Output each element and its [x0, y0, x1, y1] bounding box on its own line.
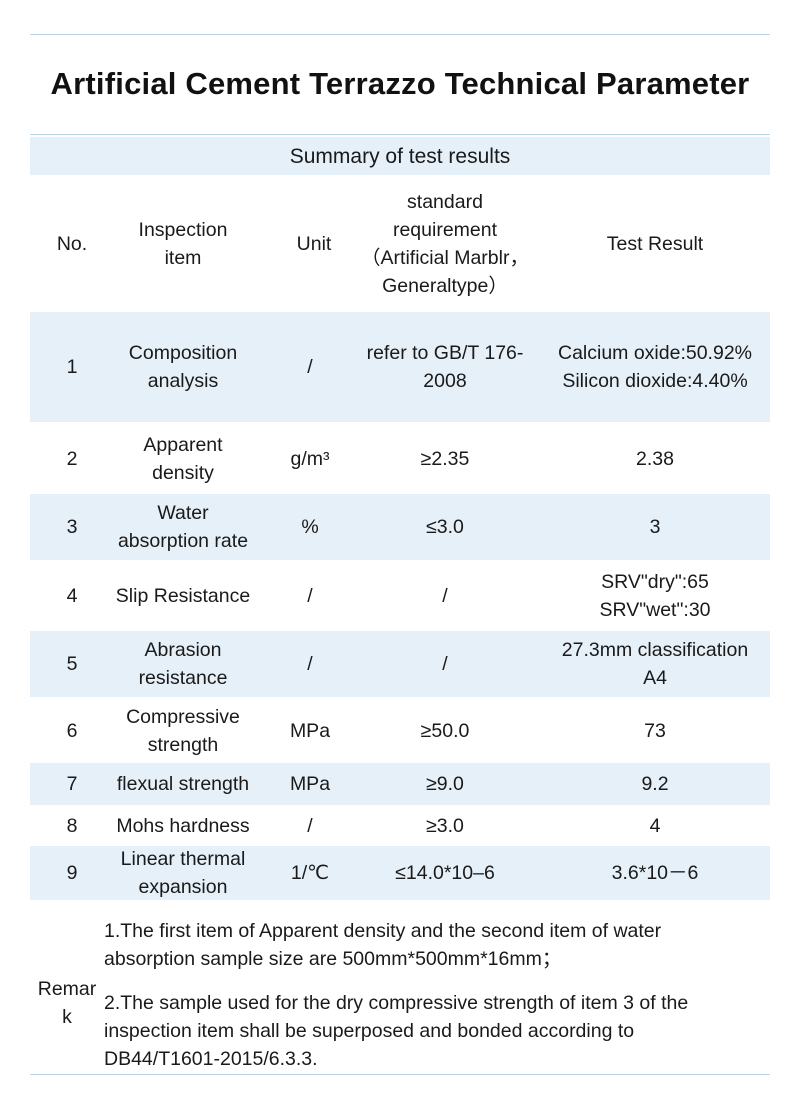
row-6-no: 6 [66, 720, 78, 742]
row-8-result: 4 [649, 814, 661, 837]
row-1-std: refer to GB/T 176- 2008 [342, 312, 548, 422]
row-3-item-line: Water [157, 502, 209, 524]
row-9-std: ≤14.0*10–6 [395, 862, 495, 884]
row-3-std: ≤3.0 [426, 516, 464, 538]
row-6-item-line: Compressive [126, 706, 240, 728]
row-1-result: Calcium oxide:50.92% Silicon dioxide:4.4… [540, 312, 770, 422]
row-4-std: / [442, 585, 448, 607]
row-7-std: ≥9.0 [426, 773, 464, 795]
row-6-unit: MPa [289, 720, 331, 742]
row-8-std: ≥3.0 [426, 814, 464, 837]
row-8-no: 8 [66, 814, 78, 837]
row-band-7 [30, 763, 770, 805]
row-6-std: ≥50.0 [420, 720, 470, 742]
row-band-3 [30, 494, 770, 560]
row-4-unit: / [307, 585, 313, 607]
row-1-item-line: analysis [147, 370, 219, 392]
header-standard-requirement: standard requirement （Artificial Marblr，… [342, 176, 548, 312]
row-4-item: Slip Resistance [115, 585, 251, 607]
remark-label-line: k [62, 1006, 72, 1028]
row-4-result-line: SRV"dry":65 [601, 571, 709, 593]
header-std-line: standard [407, 191, 483, 213]
header-inspection-item: Inspection item [114, 176, 252, 312]
row-9-item-line: Linear thermal [120, 848, 246, 870]
summary-caption: Summary of test results [289, 145, 511, 168]
remark-label-line: Remar [37, 978, 97, 1000]
row-5-result: 27.3mm classification A4 [540, 631, 770, 697]
row-5-item: Abrasion resistance [114, 631, 252, 697]
row-1-no: 1 [66, 356, 78, 378]
row-2-no: 2 [66, 448, 78, 470]
row-2-result: 2.38 [636, 448, 674, 470]
row-1-std-line: refer to GB/T 176- [366, 342, 524, 364]
row-3-result: 3 [649, 516, 661, 538]
header-test-result: Test Result [606, 233, 704, 255]
row-6-item-line: strength [147, 734, 219, 756]
row-5-unit: / [307, 653, 313, 675]
header-std-line: （Artificial Marblr， [361, 247, 529, 269]
row-7-no: 7 [66, 773, 78, 795]
row-1-result-line: Calcium oxide:50.92% [557, 342, 753, 364]
row-5-no: 5 [66, 653, 78, 675]
bottom-rule [30, 1074, 770, 1075]
row-2-unit: g/m³ [290, 448, 330, 470]
row-5-result-line: A4 [643, 667, 667, 689]
row-5-result-line: 27.3mm classification [561, 639, 749, 661]
row-2-std: ≥2.35 [420, 448, 470, 470]
row-3-no: 3 [66, 516, 78, 538]
row-2-item-line: density [152, 462, 214, 484]
remark-label: Remar k [30, 975, 104, 1031]
header-std-line: Generaltype） [382, 275, 508, 297]
row-1-unit: / [307, 356, 313, 378]
table-top-rule [30, 134, 770, 135]
row-2-item: Apparent density [114, 426, 252, 492]
summary-band [30, 137, 770, 175]
row-9-unit: 1/℃ [290, 862, 330, 884]
header-no: No. [56, 233, 88, 255]
remark-note-1: 1.The first item of Apparent density and… [104, 917, 768, 973]
remark-note-2: 2.The sample used for the dry compressiv… [104, 989, 768, 1073]
row-5-item-line: Abrasion [144, 639, 222, 661]
row-7-result: 9.2 [641, 773, 669, 795]
row-5-item-line: resistance [138, 667, 228, 689]
row-5-std: / [442, 653, 448, 675]
top-rule [30, 34, 770, 35]
row-2-item-line: Apparent [143, 434, 223, 456]
row-6-result: 73 [644, 720, 666, 742]
row-1-std-line: 2008 [423, 370, 467, 392]
page-title: Artificial Cement Terrazzo Technical Par… [50, 66, 750, 101]
row-3-unit: % [301, 516, 319, 538]
header-item-line: Inspection [138, 219, 228, 241]
row-8-unit: / [307, 814, 313, 837]
remark-note-line: DB44/T1601-2015/6.3.3. [104, 1048, 318, 1070]
row-3-item-line: absorption rate [117, 530, 249, 552]
row-1-item: Composition analysis [114, 312, 252, 422]
remark-note-line: inspection item shall be superposed and … [104, 1020, 635, 1042]
remark-note-line: 2.The sample used for the dry compressiv… [104, 992, 689, 1014]
remark-note-line: absorption sample size are 500mm*500mm*1… [104, 948, 562, 970]
row-band-9 [30, 846, 770, 900]
header-item-line: item [164, 247, 202, 269]
row-band-1 [30, 312, 770, 422]
row-9-result: 3.6*10－6 [611, 862, 699, 884]
row-7-unit: MPa [289, 773, 331, 795]
row-7-item: flexual strength [116, 773, 250, 795]
row-9-no: 9 [66, 862, 78, 884]
row-1-item-line: Composition [128, 342, 238, 364]
row-4-result: SRV"dry":65 SRV"wet":30 [540, 563, 770, 629]
row-4-result-line: SRV"wet":30 [599, 599, 711, 621]
row-8-item: Mohs hardness [116, 814, 250, 837]
header-unit: Unit [296, 233, 332, 255]
row-4-no: 4 [66, 585, 78, 607]
row-9-item: Linear thermal expansion [114, 846, 252, 900]
row-3-item: Water absorption rate [114, 494, 252, 560]
row-1-result-line: Silicon dioxide:4.40% [562, 370, 748, 392]
row-6-item: Compressive strength [114, 699, 252, 763]
row-band-5 [30, 631, 770, 697]
header-std-line: requirement [392, 219, 498, 241]
row-9-item-line: expansion [138, 876, 228, 898]
remark-note-line: 1.The first item of Apparent density and… [104, 920, 662, 942]
